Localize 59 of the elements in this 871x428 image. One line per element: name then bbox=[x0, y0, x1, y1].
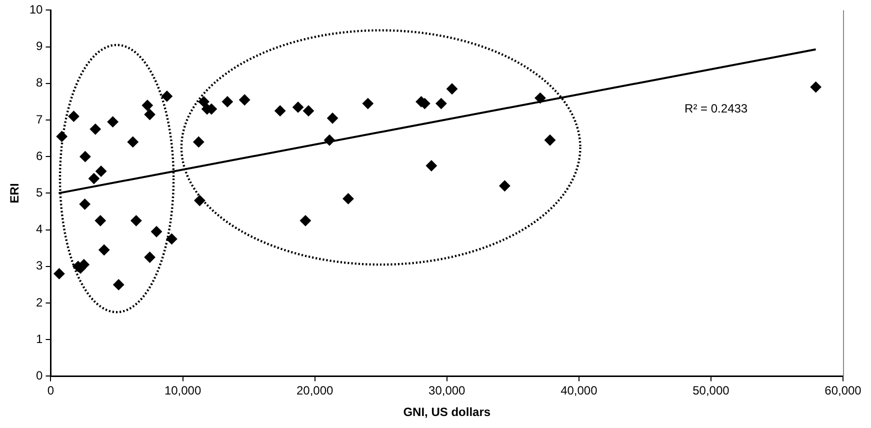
point bbox=[130, 215, 142, 226]
point bbox=[324, 134, 335, 146]
point bbox=[292, 102, 304, 113]
point bbox=[161, 90, 172, 102]
x-tick-label: 20,000 bbox=[296, 384, 334, 398]
point bbox=[534, 92, 546, 104]
y-tick-label: 7 bbox=[36, 112, 44, 126]
y-tick-label: 2 bbox=[36, 295, 44, 310]
point bbox=[499, 180, 510, 192]
point bbox=[79, 198, 90, 210]
x-tick-label: 10,000 bbox=[164, 384, 202, 398]
y-tick-label: 10 bbox=[29, 2, 44, 17]
y-tick-label: 4 bbox=[36, 222, 44, 236]
point bbox=[222, 96, 233, 108]
point bbox=[166, 233, 178, 244]
point bbox=[327, 112, 338, 124]
y-tick-label: 8 bbox=[36, 76, 44, 90]
x-tick-label: 50,000 bbox=[692, 384, 730, 398]
x-tick-label: 40,000 bbox=[560, 384, 598, 398]
y-axis-title: ERI bbox=[8, 183, 22, 204]
point bbox=[98, 244, 110, 256]
x-tick-label: 0 bbox=[47, 384, 54, 398]
point bbox=[239, 94, 250, 106]
y-tick-label: 0 bbox=[36, 368, 44, 383]
point bbox=[94, 215, 106, 226]
point bbox=[144, 109, 156, 120]
point bbox=[142, 100, 153, 111]
point bbox=[68, 110, 80, 122]
point bbox=[274, 105, 286, 116]
point bbox=[198, 96, 210, 108]
point bbox=[193, 136, 204, 148]
point bbox=[80, 151, 91, 162]
point bbox=[300, 215, 311, 226]
point bbox=[107, 116, 118, 128]
x-tick-label: 30,000 bbox=[428, 384, 466, 398]
point bbox=[113, 279, 124, 290]
point bbox=[151, 226, 162, 238]
x-axis-title: GNI, US dollars bbox=[403, 405, 491, 420]
y-tick-label: 6 bbox=[36, 148, 44, 163]
point bbox=[810, 82, 822, 93]
point bbox=[88, 173, 100, 184]
y-tick-label: 1 bbox=[36, 332, 44, 346]
point bbox=[127, 136, 138, 148]
y-tick-label: 5 bbox=[36, 186, 44, 200]
point bbox=[362, 98, 374, 110]
point bbox=[96, 166, 107, 177]
point bbox=[544, 134, 556, 146]
point bbox=[54, 268, 65, 280]
x-tick-label: 60,000 bbox=[824, 384, 862, 398]
point bbox=[302, 105, 314, 116]
point bbox=[90, 124, 101, 135]
y-tick-label: 9 bbox=[36, 39, 44, 54]
point bbox=[342, 193, 354, 204]
point bbox=[426, 160, 437, 172]
annotation: R² = 0.2433 bbox=[684, 101, 748, 116]
point bbox=[446, 83, 458, 94]
point bbox=[144, 252, 156, 263]
point bbox=[436, 98, 447, 110]
y-tick-label: 3 bbox=[36, 258, 44, 273]
